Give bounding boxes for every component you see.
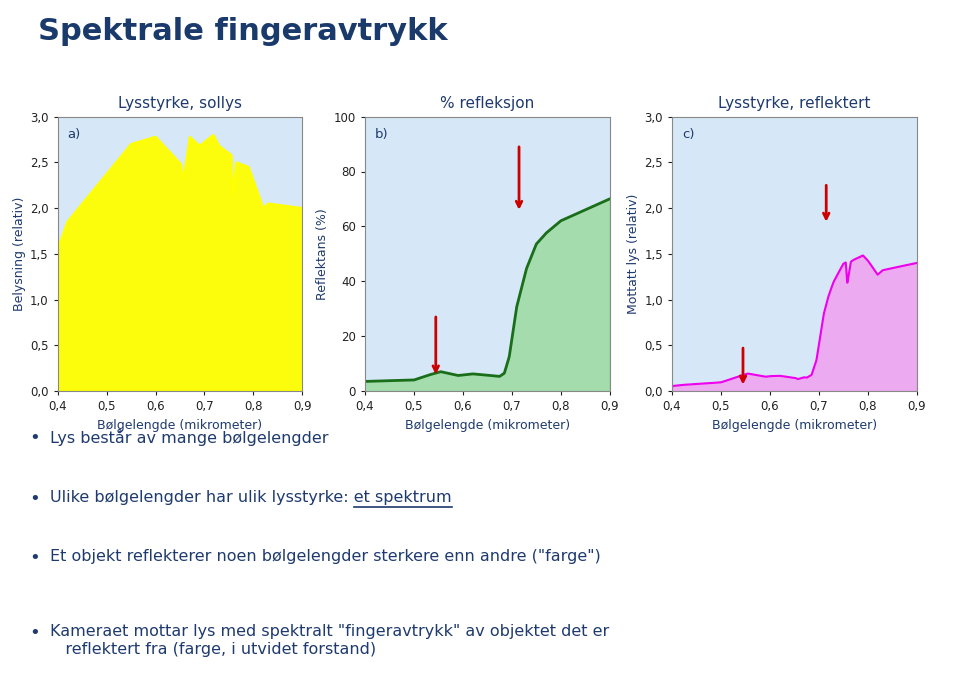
Text: a): a): [67, 128, 81, 141]
X-axis label: Bølgelengde (mikrometer): Bølgelengde (mikrometer): [711, 418, 877, 431]
Text: •: •: [29, 490, 39, 508]
Text: •: •: [29, 624, 39, 642]
Text: Ulike bølgelengder har ulik lysstyrke: et spektrum: Ulike bølgelengder har ulik lysstyrke: e…: [50, 490, 451, 506]
Text: •: •: [29, 549, 39, 567]
Text: •: •: [29, 429, 39, 447]
Title: Lysstyrke, sollys: Lysstyrke, sollys: [118, 96, 242, 111]
Text: Lys består av mange bølgelengder: Lys består av mange bølgelengder: [50, 429, 328, 446]
Title: Lysstyrke, reflektert: Lysstyrke, reflektert: [718, 96, 871, 111]
Text: Spektrale fingeravtrykk: Spektrale fingeravtrykk: [38, 17, 448, 46]
Text: Et objekt reflekterer noen bølgelengder sterkere enn andre ("farge"): Et objekt reflekterer noen bølgelengder …: [50, 549, 601, 564]
Y-axis label: Mottatt lys (relativ): Mottatt lys (relativ): [627, 193, 640, 314]
Title: % refleksjon: % refleksjon: [440, 96, 535, 111]
Text: c): c): [682, 128, 694, 141]
X-axis label: Bølgelengde (mikrometer): Bølgelengde (mikrometer): [97, 418, 263, 431]
Y-axis label: Reflektans (%): Reflektans (%): [317, 208, 329, 300]
Text: Kameraet mottar lys med spektralt "fingeravtrykk" av objektet det er
   reflekte: Kameraet mottar lys med spektralt "finge…: [50, 624, 610, 657]
Text: b): b): [374, 128, 388, 141]
Y-axis label: Belysning (relativ): Belysning (relativ): [12, 197, 26, 311]
X-axis label: Bølgelengde (mikrometer): Bølgelengde (mikrometer): [404, 418, 570, 431]
